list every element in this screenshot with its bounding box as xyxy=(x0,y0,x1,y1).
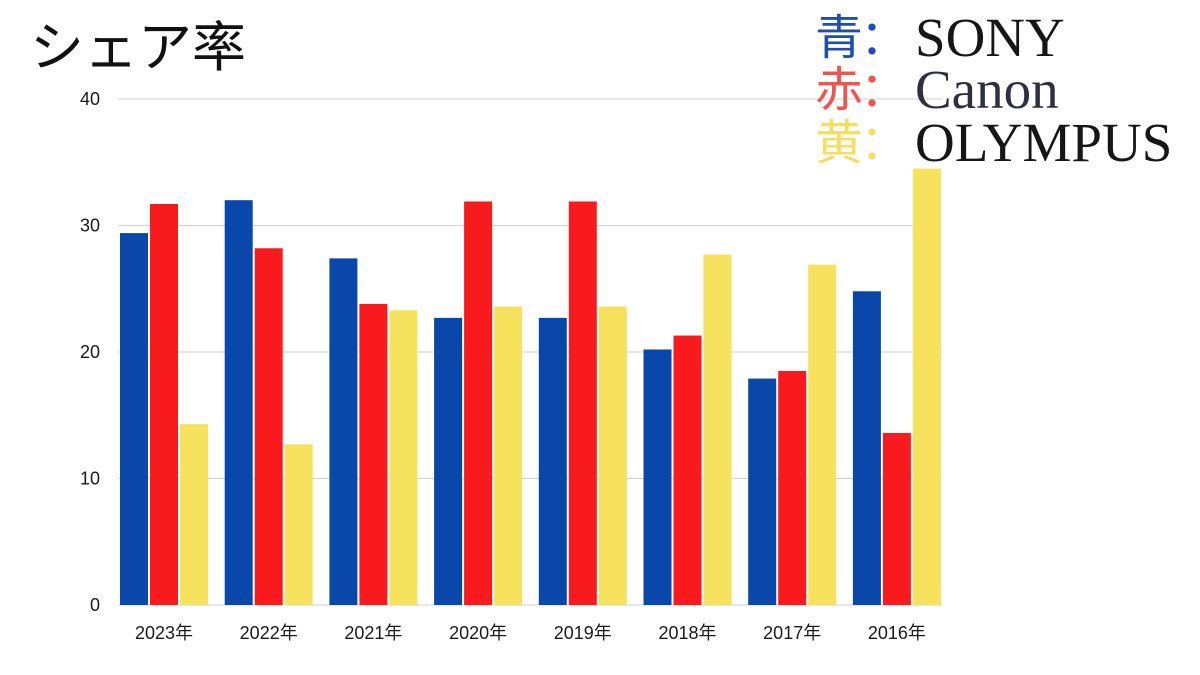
bar-olympus-2021年 xyxy=(389,310,418,605)
y-tick-label: 30 xyxy=(80,216,100,236)
bar-sony-2022年 xyxy=(224,200,253,605)
x-tick-label: 2018年 xyxy=(658,623,716,643)
bar-olympus-2016年 xyxy=(912,168,941,605)
y-tick-label: 20 xyxy=(80,342,100,362)
x-tick-label: 2016年 xyxy=(868,623,926,643)
y-tick-label: 0 xyxy=(90,595,100,615)
bar-canon-2022年 xyxy=(254,248,283,605)
x-tick-label: 2017年 xyxy=(763,623,821,643)
y-axis-tick-labels: 0 10 20 30 40 xyxy=(80,89,100,615)
x-tick-label: 2022年 xyxy=(240,623,298,643)
bar-canon-2019年 xyxy=(568,201,597,605)
bar-olympus-2023年 xyxy=(180,424,208,605)
bar-canon-2021年 xyxy=(359,303,388,605)
x-axis-tick-labels: 2023年 2022年 2021年 2020年 2019年 2018年 2017年 2016年 xyxy=(135,623,926,643)
bars xyxy=(120,168,941,605)
bar-canon-2016年 xyxy=(882,432,911,605)
bar-sony-2021年 xyxy=(329,258,358,605)
bar-canon-2023年 xyxy=(150,203,178,605)
bar-sony-2016年 xyxy=(852,291,881,605)
bar-canon-2018年 xyxy=(673,335,702,605)
bar-olympus-2022年 xyxy=(284,444,313,605)
bar-olympus-2018年 xyxy=(703,254,732,605)
bar-canon-2020年 xyxy=(464,201,493,605)
x-tick-label: 2020年 xyxy=(449,623,507,643)
bar-sony-2023年 xyxy=(120,233,148,605)
bar-olympus-2019年 xyxy=(598,306,627,605)
bar-canon-2017年 xyxy=(778,370,807,605)
y-tick-label: 10 xyxy=(80,469,100,489)
bar-olympus-2020年 xyxy=(494,306,523,605)
y-tick-label: 40 xyxy=(80,89,100,109)
x-tick-label: 2021年 xyxy=(344,623,402,643)
bar-sony-2020年 xyxy=(434,317,463,605)
x-tick-label: 2023年 xyxy=(135,623,193,643)
chart-title: シェア率 xyxy=(30,16,246,79)
bar-sony-2017年 xyxy=(748,378,777,605)
bar-sony-2018年 xyxy=(643,349,672,605)
bar-sony-2019年 xyxy=(538,317,567,605)
x-tick-label: 2019年 xyxy=(554,623,612,643)
bar-olympus-2017年 xyxy=(808,264,837,605)
